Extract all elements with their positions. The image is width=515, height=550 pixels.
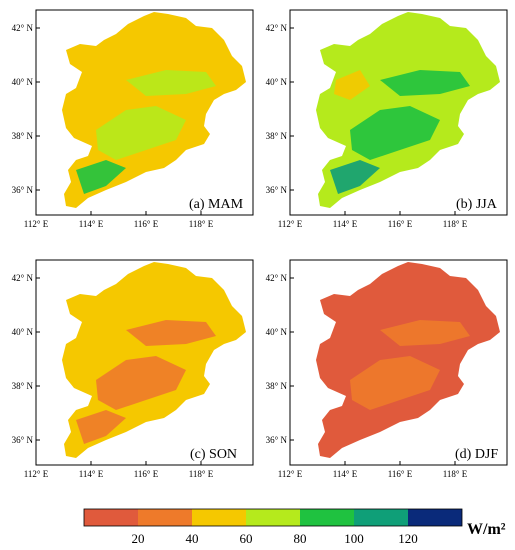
legend-tick-label: 100 xyxy=(344,531,364,546)
legend-tick-label: 120 xyxy=(398,531,418,546)
value-patch xyxy=(380,320,470,346)
legend-bin xyxy=(192,509,246,526)
y-tick-label: 42° N xyxy=(266,273,288,283)
y-tick-label: 36° N xyxy=(266,185,288,195)
x-tick-label: 118° E xyxy=(443,469,468,479)
legend-bin xyxy=(300,509,354,526)
value-patch xyxy=(330,160,380,194)
x-tick-label: 116° E xyxy=(134,469,159,479)
panel-c-label: (c) SON xyxy=(190,447,237,462)
y-tick-label: 36° N xyxy=(12,435,34,445)
panel-b-y-ticks: 42° N 40° N 38° N 36° N xyxy=(266,23,294,195)
legend-bin xyxy=(354,509,408,526)
y-tick-label: 42° N xyxy=(12,23,34,33)
x-tick-label: 114° E xyxy=(333,219,358,229)
panel-a-x-ticks: 112° E 114° E 116° E 118° E xyxy=(24,211,214,229)
panel-d-map xyxy=(316,262,500,458)
panel-c-y-ticks: 42° N 40° N 38° N 36° N xyxy=(12,273,40,445)
legend-bins xyxy=(83,508,463,527)
legend-tick-label: 80 xyxy=(294,531,307,546)
legend-tick-label: 40 xyxy=(186,531,199,546)
panel-a-label: (a) MAM xyxy=(189,197,244,212)
x-tick-label: 114° E xyxy=(333,469,358,479)
value-patch xyxy=(350,106,440,160)
value-patch xyxy=(76,160,126,194)
y-tick-label: 40° N xyxy=(12,77,34,87)
y-tick-label: 38° N xyxy=(12,131,34,141)
panel-d-label: (d) DJF xyxy=(455,447,498,462)
panel-c-map xyxy=(62,262,246,458)
legend-unit: W/m² xyxy=(467,521,506,538)
panel-a-map xyxy=(62,12,246,208)
y-tick-label: 38° N xyxy=(266,381,288,391)
y-tick-label: 38° N xyxy=(12,381,34,391)
panel-b-label: (b) JJA xyxy=(456,197,498,212)
legend-frame xyxy=(83,508,463,527)
x-tick-label: 112° E xyxy=(24,219,49,229)
panel-c: (c) SON 42° N 40° N 38° N 36° N 112° E 114° … xyxy=(12,259,254,479)
x-tick-label: 114° E xyxy=(79,219,104,229)
panel-a: (a) MAM 42° N 40° N 38° N 36° N 112° E 114° … xyxy=(12,9,254,229)
y-tick-label: 40° N xyxy=(266,77,288,87)
legend-tick-label: 20 xyxy=(132,531,145,546)
legend-tick-label: 60 xyxy=(240,531,253,546)
panel-b-map xyxy=(316,12,500,208)
x-tick-label: 112° E xyxy=(278,469,303,479)
x-tick-label: 118° E xyxy=(189,469,214,479)
value-patch xyxy=(334,70,370,100)
value-patch xyxy=(126,320,216,346)
panel-c-x-ticks: 112° E 114° E 116° E 118° E xyxy=(24,461,214,479)
y-tick-label: 42° N xyxy=(12,273,34,283)
x-tick-label: 116° E xyxy=(134,219,159,229)
y-tick-label: 36° N xyxy=(12,185,34,195)
x-tick-label: 114° E xyxy=(79,469,104,479)
panel-d-x-ticks: 112° E 114° E 116° E 118° E xyxy=(278,461,468,479)
legend-bin xyxy=(408,509,462,526)
x-tick-label: 112° E xyxy=(24,469,49,479)
legend-bin xyxy=(246,509,300,526)
panel-b-x-ticks: 112° E 114° E 116° E 118° E xyxy=(278,211,468,229)
y-tick-label: 36° N xyxy=(266,435,288,445)
y-tick-label: 40° N xyxy=(12,327,34,337)
value-patch xyxy=(350,356,440,410)
x-tick-label: 116° E xyxy=(388,219,413,229)
y-tick-label: 38° N xyxy=(266,131,288,141)
value-patch xyxy=(126,70,216,96)
value-patch xyxy=(96,106,186,160)
x-tick-label: 118° E xyxy=(443,219,468,229)
y-tick-label: 42° N xyxy=(266,23,288,33)
x-tick-label: 118° E xyxy=(189,219,214,229)
legend-tick-labels: 20 40 60 80 100 120 xyxy=(132,531,418,546)
y-tick-label: 40° N xyxy=(266,327,288,337)
value-patch xyxy=(76,410,126,444)
panel-a-y-ticks: 42° N 40° N 38° N 36° N xyxy=(12,23,40,195)
x-tick-label: 112° E xyxy=(278,219,303,229)
panel-d-y-ticks: 42° N 40° N 38° N 36° N xyxy=(266,273,294,445)
x-tick-label: 116° E xyxy=(388,469,413,479)
value-patch xyxy=(380,70,470,96)
legend-colorbar: 20 40 60 80 100 120 W/m² xyxy=(83,508,506,546)
legend-bin xyxy=(138,509,192,526)
value-patch xyxy=(96,356,186,410)
panel-b: (b) JJA 42° N 40° N 38° N 36° N 112° E 114° … xyxy=(266,9,508,229)
legend-bin xyxy=(84,509,138,526)
panel-d: (d) DJF 42° N 40° N 38° N 36° N 112° E 114° … xyxy=(266,259,508,479)
